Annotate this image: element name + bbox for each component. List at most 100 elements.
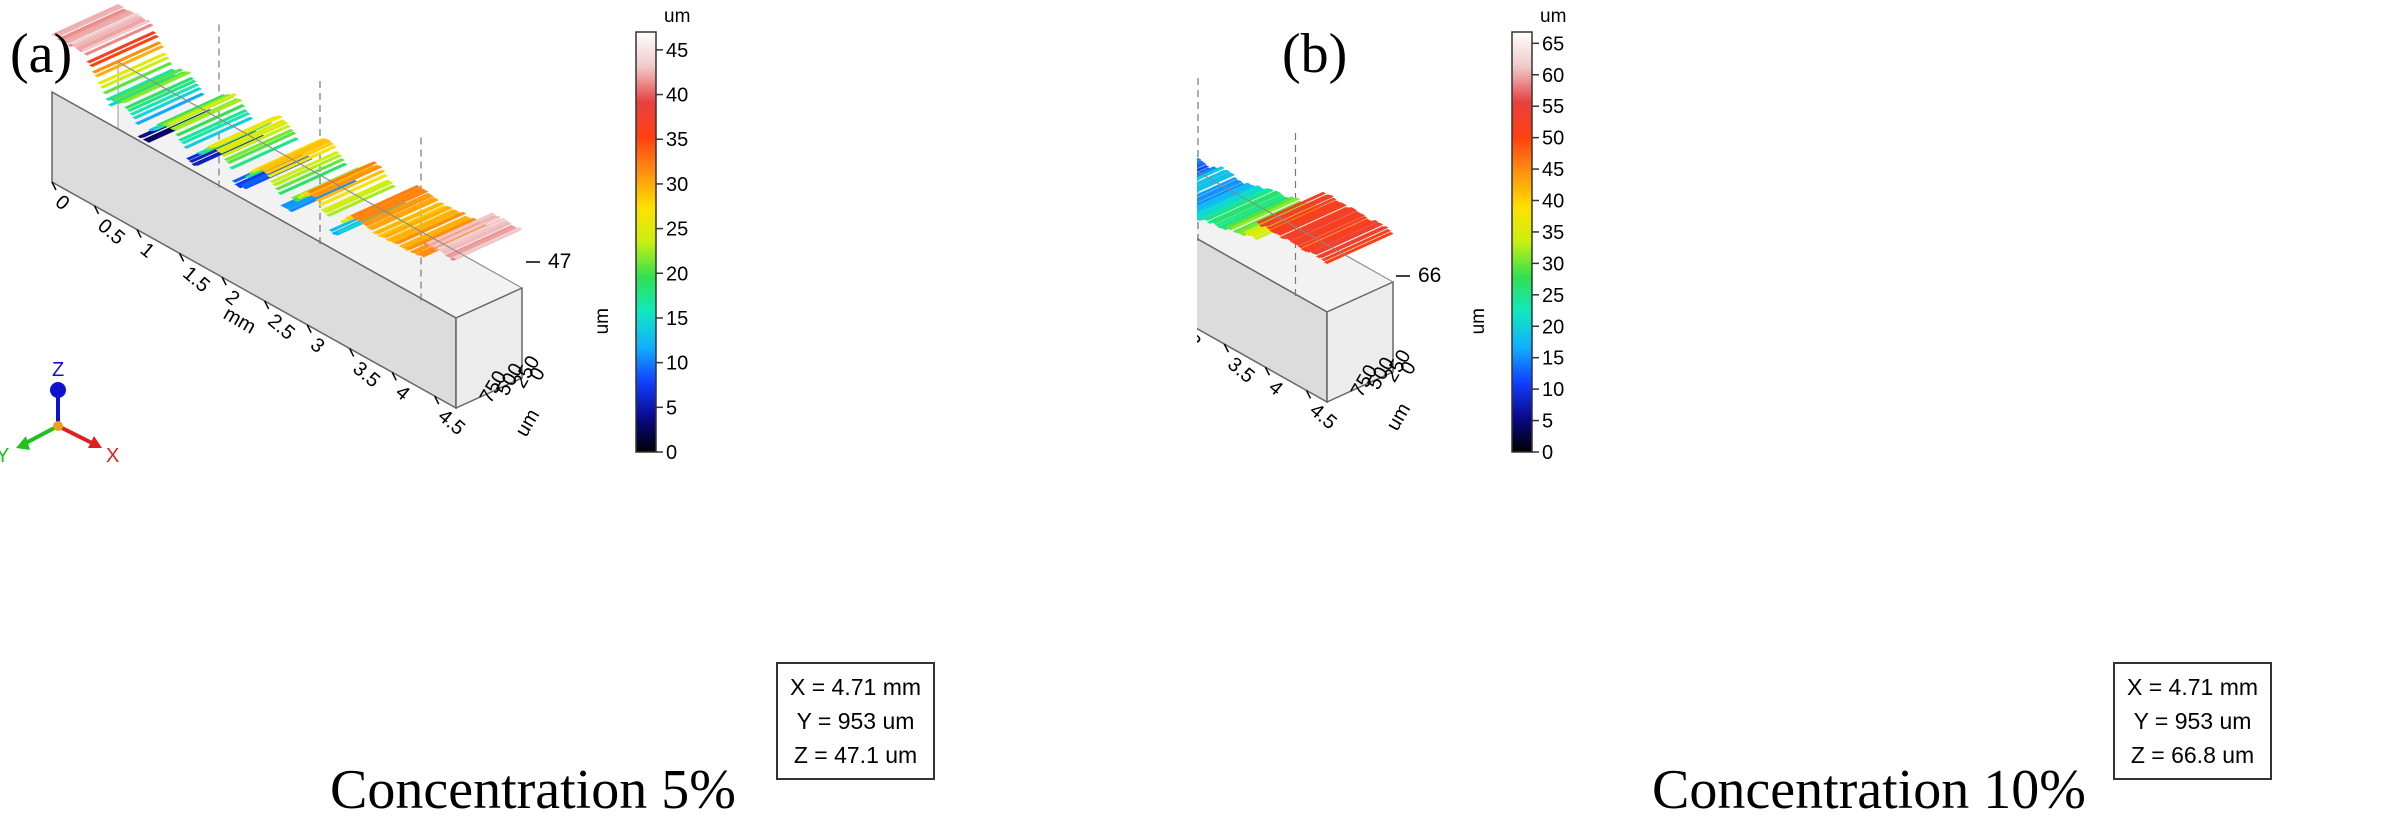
surface-strip xyxy=(1214,194,1285,227)
surface-strip xyxy=(70,13,141,46)
readout-y: Y = 953 um xyxy=(2133,708,2252,734)
colorbar-tick-label: 30 xyxy=(1542,253,1564,275)
colorbar-tick-label: 10 xyxy=(666,353,688,375)
x-tick xyxy=(136,229,142,238)
surface-plot-3d: 00.511.522.533.544.5mm0250500750um660510… xyxy=(1197,6,1566,464)
surface-strip xyxy=(374,202,445,235)
panel-label: (b) xyxy=(1282,23,1348,85)
surface-strip xyxy=(315,169,386,202)
panel-b: 00.511.522.533.544.5mm0250500750um660510… xyxy=(1197,0,2394,840)
surface-strip xyxy=(352,187,424,220)
colorbar-tick-label: 10 xyxy=(1542,379,1564,401)
surface-strip xyxy=(54,5,125,38)
triad-y-label: Y xyxy=(0,445,9,467)
surface-strip xyxy=(431,215,502,248)
colorbar-tick-label: 20 xyxy=(666,263,688,285)
surface-strip xyxy=(99,56,170,89)
colorbar-side-label: um xyxy=(592,308,613,334)
surface-strip xyxy=(226,131,297,164)
surface-strip xyxy=(441,221,512,255)
surface-plot-3d: 00.511.522.533.544.5mm0250500750um470510… xyxy=(0,4,690,467)
surface-strip xyxy=(1276,203,1347,236)
x-tick xyxy=(1305,390,1312,399)
readout-x: X = 4.71 mm xyxy=(790,674,922,700)
surface-strip xyxy=(444,224,515,258)
surface-strip xyxy=(1256,191,1327,224)
surface-strip xyxy=(1197,173,1236,193)
surface-strip xyxy=(358,189,429,223)
colorbar-tick-label: 25 xyxy=(1542,285,1564,307)
surface-strip xyxy=(56,8,127,41)
colorbar-tick-label: 5 xyxy=(666,397,677,419)
surface-strip xyxy=(447,226,518,259)
surface-strip xyxy=(94,45,165,78)
colorbar-tick-label: 0 xyxy=(666,442,677,464)
x-tick xyxy=(221,276,227,286)
readout-y: Y = 953 um xyxy=(796,708,915,734)
surface-strip xyxy=(121,71,192,104)
colorbar-side-label: um xyxy=(1468,308,1489,334)
surface-strip xyxy=(272,154,343,187)
x-tick-label: 3 xyxy=(306,334,329,358)
colorbar-unit: um xyxy=(664,6,690,27)
surface-strip xyxy=(277,162,348,195)
colorbar-tick-label: 20 xyxy=(1542,316,1564,338)
surface-strip xyxy=(363,194,434,227)
surface-strip xyxy=(1197,164,1210,173)
colorbar-tick-label: 5 xyxy=(1542,411,1553,433)
x-tick-label: 1 xyxy=(136,239,159,263)
colorbar-tick-label: 30 xyxy=(666,174,688,196)
surface-strip xyxy=(264,142,335,175)
surface-strip xyxy=(1197,166,1225,181)
surface-strip xyxy=(75,17,146,51)
surface-strip xyxy=(326,184,397,217)
surface-strip xyxy=(124,76,195,110)
colorbar xyxy=(635,31,657,453)
surface-strip xyxy=(1230,197,1301,230)
surface-strip xyxy=(1197,180,1243,203)
surface-strip xyxy=(1197,185,1262,217)
surface-strip xyxy=(97,52,168,85)
triad-z-label: Z xyxy=(52,359,64,381)
x-tick-label: 0 xyxy=(51,191,74,215)
surface-strip xyxy=(317,174,388,207)
y-axis-unit: um xyxy=(511,405,544,440)
surface-strip xyxy=(1197,169,1230,187)
surface-strip xyxy=(83,23,154,56)
colorbar-unit: um xyxy=(1540,6,1566,27)
surface-strip xyxy=(1197,162,1207,169)
x-tick xyxy=(263,300,270,310)
surface-strip xyxy=(436,217,507,251)
surface-strip xyxy=(175,104,246,137)
z-max-label: 47 xyxy=(548,250,571,273)
colorbar-tick-label: 50 xyxy=(1542,128,1564,150)
panel-label: (a) xyxy=(10,23,73,85)
surface-strip xyxy=(401,216,472,250)
panel-a: 0 0.5 1 1.5 2 2.5 3 3.5 4 4.5 mm 0 250 500 750 um 47 0 5 10… xyxy=(0,0,1197,840)
x-tick xyxy=(178,253,185,262)
surface-strip xyxy=(89,34,160,68)
readout-x: X = 4.71 mm xyxy=(2127,674,2259,700)
surface-strip xyxy=(1323,231,1394,265)
x-tick-label: 3 xyxy=(1197,330,1205,354)
x-tick xyxy=(391,371,397,381)
surface-strip xyxy=(1321,229,1392,262)
surface-strip xyxy=(1197,177,1238,198)
surface-strip xyxy=(350,185,421,218)
triad-x-label: X xyxy=(106,445,119,467)
x-tick xyxy=(306,324,312,334)
x-tick xyxy=(1223,343,1230,353)
surface-strip xyxy=(406,217,477,250)
x-tick xyxy=(434,395,440,405)
surface-strip xyxy=(223,128,294,162)
colorbar-tick-label: 55 xyxy=(1542,96,1564,118)
surface-strip xyxy=(91,41,162,74)
surface-strip xyxy=(229,137,300,170)
surface-strip xyxy=(64,11,135,44)
surface-strip xyxy=(307,161,378,194)
surface-strip xyxy=(215,119,286,152)
surface-strip xyxy=(1266,197,1337,230)
colorbar-tick-label: 40 xyxy=(666,85,688,107)
surface-strip xyxy=(177,109,248,142)
x-axis-unit: mm xyxy=(220,303,260,339)
